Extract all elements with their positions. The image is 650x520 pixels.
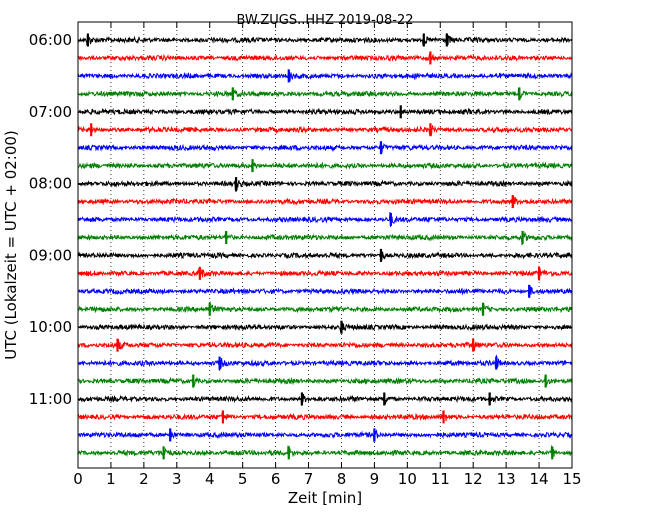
chart-title: BW.ZUGS..HHZ 2019-08-22 [236,13,413,28]
plot-frame [77,21,573,469]
trace-line [77,196,573,208]
x-tick-label: 3 [172,470,182,488]
trace-line [77,141,573,153]
trace-line [77,231,573,246]
x-tick-label: 11 [431,470,450,488]
trace-line [77,300,573,316]
x-tick-label: 2 [139,470,149,488]
trace-line [77,179,573,193]
trace-line [77,125,573,136]
x-tick-label: 1 [106,470,116,488]
x-tick-label: 14 [530,470,549,488]
trace-line [77,33,573,47]
trace-line [77,161,573,172]
x-tick-label: 0 [73,470,83,488]
x-tick-label: 6 [271,470,281,488]
trace-line [77,354,573,371]
x-axis-label: Zeit [min] [288,489,362,507]
x-tick-label: 10 [398,470,417,488]
x-tick-label: 8 [337,470,347,488]
tick-layer: 0 1 2 3 4 5 6 7 8 9 10 11 12 13 14 1506:0007:0008:0009:… [29,22,582,488]
y-tick-label: 07:00 [29,103,72,121]
trace-line [77,411,573,423]
y-tick-label: 09:00 [29,246,72,264]
x-tick-label: 7 [304,470,314,488]
x-tick-label: 4 [205,470,215,488]
x-tick-label: 5 [238,470,248,488]
y-tick-label: 11:00 [29,390,72,408]
trace-line [77,70,573,82]
trace-line [77,87,573,99]
trace-line [77,265,573,281]
trace-line [77,286,573,296]
y-tick-label: 06:00 [29,31,72,49]
y-axis-label: UTC (Lokalzeit = UTC + 02:00) [2,130,20,360]
y-tick-label: 10:00 [29,318,72,336]
trace-line [77,429,573,443]
trace-line [77,321,573,333]
trace-line [77,444,573,460]
y-tick-label: 08:00 [29,175,72,193]
trace-layer [77,33,573,460]
x-tick-label: 9 [370,470,380,488]
trace-line [77,53,573,62]
trace-line [77,211,573,227]
trace-line [77,107,573,118]
trace-line [77,248,573,261]
x-tick-label: 15 [562,470,581,488]
trace-line [77,375,573,388]
trace-line [77,339,573,351]
x-tick-label: 12 [464,470,483,488]
x-tick-label: 13 [497,470,516,488]
